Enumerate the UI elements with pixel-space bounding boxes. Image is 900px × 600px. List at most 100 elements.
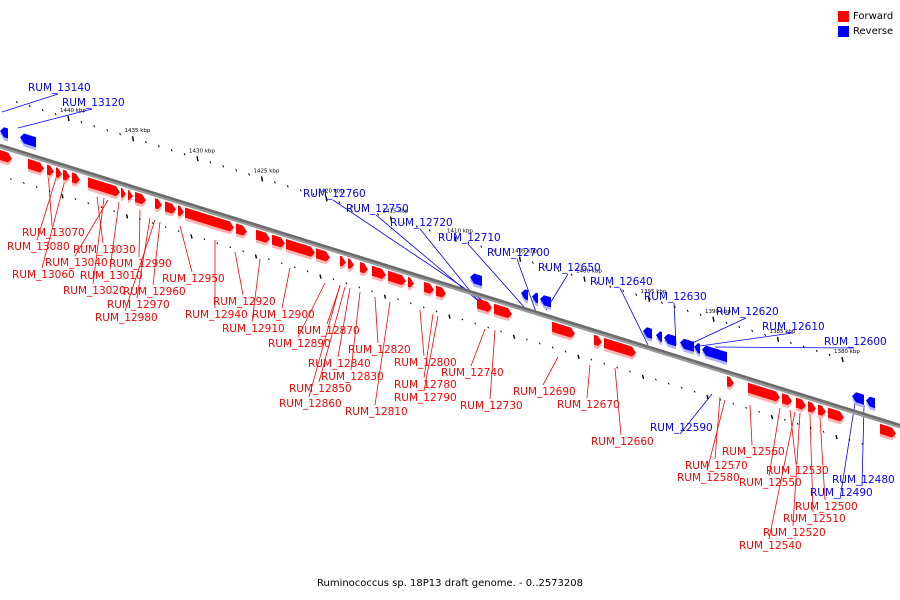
reverse-gene[interactable] bbox=[532, 292, 538, 304]
forward-gene[interactable] bbox=[256, 229, 270, 243]
forward-gene-label[interactable]: RUM_12910 bbox=[222, 323, 285, 335]
forward-gene-label[interactable]: RUM_12840 bbox=[308, 358, 371, 370]
forward-gene-label[interactable]: RUM_12570 bbox=[685, 460, 748, 472]
forward-gene[interactable] bbox=[72, 172, 80, 184]
forward-gene[interactable] bbox=[236, 223, 247, 236]
forward-gene-label[interactable]: RUM_12670 bbox=[557, 399, 620, 411]
forward-gene-label[interactable]: RUM_12860 bbox=[279, 398, 342, 410]
forward-gene-label[interactable]: RUM_12740 bbox=[441, 367, 504, 379]
forward-gene-label[interactable]: RUM_12550 bbox=[739, 477, 802, 489]
forward-gene-label[interactable]: RUM_12940 bbox=[185, 309, 248, 321]
forward-gene-label[interactable]: RUM_12510 bbox=[783, 513, 846, 525]
forward-gene[interactable] bbox=[47, 164, 54, 176]
forward-gene-label[interactable]: RUM_13040 bbox=[45, 257, 108, 269]
forward-gene-label[interactable]: RUM_12730 bbox=[460, 400, 523, 412]
forward-gene-label[interactable]: RUM_12980 bbox=[95, 312, 158, 324]
forward-gene-label[interactable]: RUM_12520 bbox=[763, 527, 826, 539]
forward-gene-label[interactable]: RUM_12800 bbox=[394, 357, 457, 369]
forward-gene[interactable] bbox=[316, 248, 330, 262]
forward-gene-label[interactable]: RUM_12660 bbox=[591, 436, 654, 448]
forward-gene-label[interactable]: RUM_12530 bbox=[766, 465, 829, 477]
forward-gene[interactable] bbox=[552, 321, 575, 338]
forward-gene[interactable] bbox=[494, 303, 512, 319]
reverse-gene[interactable] bbox=[521, 289, 528, 301]
forward-gene[interactable] bbox=[28, 158, 44, 173]
forward-gene-label[interactable]: RUM_12830 bbox=[321, 371, 384, 383]
forward-gene[interactable] bbox=[372, 265, 386, 279]
reverse-gene[interactable] bbox=[540, 295, 551, 308]
forward-gene-label[interactable]: RUM_12900 bbox=[252, 309, 315, 321]
forward-gene-label[interactable]: RUM_12500 bbox=[795, 501, 858, 513]
forward-gene[interactable] bbox=[286, 238, 315, 257]
forward-gene-label[interactable]: RUM_12850 bbox=[289, 383, 352, 395]
forward-gene[interactable] bbox=[0, 150, 12, 163]
forward-gene-label[interactable]: RUM_12810 bbox=[345, 406, 408, 418]
forward-gene[interactable] bbox=[128, 189, 133, 201]
forward-gene[interactable] bbox=[340, 255, 346, 267]
forward-gene[interactable] bbox=[360, 262, 368, 274]
reverse-gene-label[interactable]: RUM_12480 bbox=[832, 474, 895, 486]
reverse-gene-label[interactable]: RUM_12700 bbox=[487, 247, 550, 259]
forward-gene-label[interactable]: RUM_13070 bbox=[22, 227, 85, 239]
forward-gene-label[interactable]: RUM_12820 bbox=[348, 344, 411, 356]
forward-gene[interactable] bbox=[782, 393, 792, 406]
reverse-gene[interactable] bbox=[0, 127, 8, 139]
forward-gene[interactable] bbox=[828, 407, 844, 422]
forward-gene[interactable] bbox=[63, 169, 70, 181]
reverse-gene-label[interactable]: RUM_12610 bbox=[762, 321, 825, 333]
forward-gene[interactable] bbox=[178, 205, 184, 216]
forward-gene[interactable] bbox=[185, 207, 234, 232]
reverse-gene[interactable] bbox=[664, 333, 676, 347]
reverse-gene-label[interactable]: RUM_12590 bbox=[650, 422, 713, 434]
forward-gene-label[interactable]: RUM_12870 bbox=[297, 325, 360, 337]
forward-gene-label[interactable]: RUM_13030 bbox=[73, 244, 136, 256]
forward-gene[interactable] bbox=[594, 334, 602, 347]
reverse-gene[interactable] bbox=[866, 396, 875, 409]
forward-gene[interactable] bbox=[408, 276, 414, 288]
reverse-gene-label[interactable]: RUM_12600 bbox=[824, 336, 887, 348]
forward-gene[interactable] bbox=[388, 270, 406, 286]
forward-gene-label[interactable]: RUM_13010 bbox=[80, 270, 143, 282]
forward-gene[interactable] bbox=[808, 401, 816, 413]
forward-gene[interactable] bbox=[436, 285, 446, 298]
reverse-gene-label[interactable]: RUM_12720 bbox=[390, 217, 453, 229]
forward-gene[interactable] bbox=[155, 198, 162, 210]
forward-gene[interactable] bbox=[748, 382, 780, 402]
forward-gene-label[interactable]: RUM_12950 bbox=[162, 273, 225, 285]
forward-gene-label[interactable]: RUM_12780 bbox=[394, 379, 457, 391]
reverse-gene-label[interactable]: RUM_13120 bbox=[62, 97, 125, 109]
reverse-gene-label[interactable]: RUM_12760 bbox=[303, 188, 366, 200]
reverse-gene-label[interactable]: RUM_12620 bbox=[716, 306, 779, 318]
forward-gene-label[interactable]: RUM_12970 bbox=[107, 299, 170, 311]
forward-gene[interactable] bbox=[165, 201, 176, 214]
forward-gene[interactable] bbox=[818, 404, 826, 416]
forward-gene-label[interactable]: RUM_12560 bbox=[722, 446, 785, 458]
forward-gene[interactable] bbox=[121, 187, 126, 198]
reverse-gene[interactable] bbox=[680, 338, 694, 352]
forward-gene[interactable] bbox=[477, 298, 492, 312]
reverse-gene[interactable] bbox=[694, 343, 700, 354]
reverse-gene[interactable] bbox=[656, 331, 662, 342]
reverse-gene-label[interactable]: RUM_12630 bbox=[644, 291, 707, 303]
forward-gene[interactable] bbox=[796, 397, 806, 410]
forward-gene[interactable] bbox=[348, 258, 354, 269]
reverse-gene-label[interactable]: RUM_13140 bbox=[28, 82, 91, 94]
forward-gene-label[interactable]: RUM_12790 bbox=[394, 392, 457, 404]
reverse-gene-label[interactable]: RUM_12490 bbox=[810, 487, 873, 499]
reverse-gene[interactable] bbox=[702, 345, 727, 363]
forward-gene[interactable] bbox=[727, 376, 734, 388]
reverse-gene[interactable] bbox=[20, 133, 36, 148]
reverse-gene[interactable] bbox=[643, 327, 652, 339]
forward-gene-label[interactable]: RUM_13080 bbox=[7, 241, 70, 253]
reverse-gene-label[interactable]: RUM_12710 bbox=[438, 232, 501, 244]
forward-gene-label[interactable]: RUM_13060 bbox=[12, 269, 75, 281]
reverse-gene-label[interactable]: RUM_12750 bbox=[346, 203, 409, 215]
forward-gene[interactable] bbox=[424, 281, 434, 294]
reverse-gene[interactable] bbox=[852, 392, 864, 405]
forward-gene[interactable] bbox=[880, 423, 896, 438]
forward-gene-label[interactable]: RUM_12920 bbox=[213, 296, 276, 308]
forward-gene[interactable] bbox=[272, 234, 285, 248]
forward-gene-label[interactable]: RUM_13020 bbox=[63, 285, 126, 297]
forward-gene[interactable] bbox=[135, 192, 146, 205]
forward-gene-label[interactable]: RUM_12990 bbox=[109, 258, 172, 270]
